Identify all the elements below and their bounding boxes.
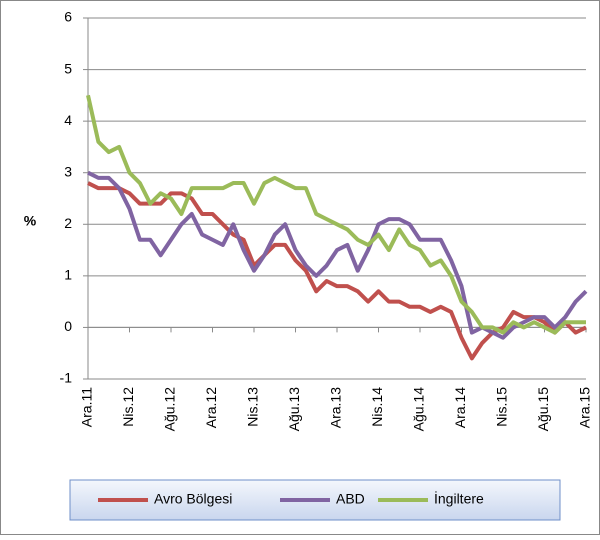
y-tick-label: 4 [64,112,72,128]
x-tick-label: Ağu.15 [535,387,551,432]
x-tick-label: Nis.13 [245,387,261,427]
y-tick-label: 0 [64,318,72,334]
x-tick-label: Ağu.12 [162,387,178,432]
legend-label: İngiltere [434,490,484,507]
x-tick-label: Ara.11 [79,387,95,427]
legend-label: Avro Bölgesi [154,491,232,507]
y-axis-label: % [24,213,37,229]
y-tick-label: 1 [64,267,72,283]
x-tick-label: Ara.12 [203,387,219,428]
legend-label: ABD [336,491,365,507]
x-tick-label: Nis.15 [494,387,510,427]
series-line [87,181,587,361]
series-line [87,170,588,340]
series-line [86,94,586,335]
x-tick-label: Nis.14 [369,387,385,427]
x-tick-label: Ara.13 [328,387,344,428]
x-tick-label: Ara.15 [577,387,593,428]
y-tick-label: -1 [60,370,73,386]
x-tick-label: Ara.14 [452,387,468,428]
y-tick-label: 3 [64,163,72,179]
x-tick-label: Nis.12 [120,387,136,427]
y-tick-label: 6 [64,9,72,25]
x-tick-label: Ağu.13 [286,387,302,432]
y-tick-label: 5 [64,60,72,76]
y-tick-label: 2 [64,215,72,231]
x-tick-label: Ağu.14 [411,387,427,432]
